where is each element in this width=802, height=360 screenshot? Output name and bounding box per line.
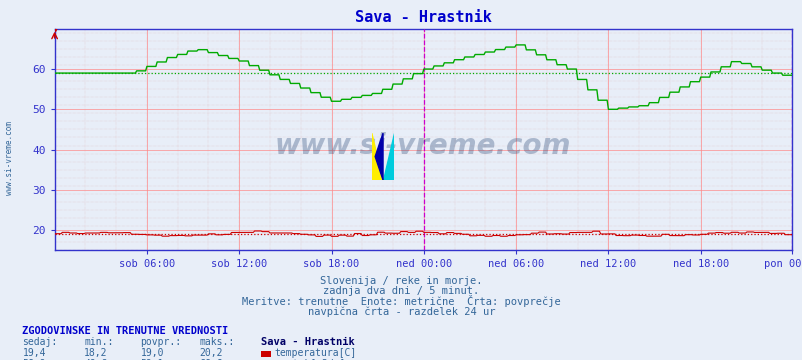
Text: 18,2: 18,2 [84,348,107,358]
Text: temperatura[C]: temperatura[C] [274,348,356,358]
Text: 66,6: 66,6 [199,359,222,360]
Text: ZGODOVINSKE IN TRENUTNE VREDNOSTI: ZGODOVINSKE IN TRENUTNE VREDNOSTI [22,326,229,336]
Polygon shape [383,133,394,180]
Polygon shape [375,133,383,180]
Text: 49,8: 49,8 [84,359,107,360]
Text: povpr.:: povpr.: [140,337,181,347]
Text: sedaj:: sedaj: [22,337,58,347]
Text: 20,2: 20,2 [199,348,222,358]
Text: maks.:: maks.: [199,337,234,347]
Text: Slovenija / reke in morje.: Slovenija / reke in morje. [320,276,482,287]
Text: pretok[m3/s]: pretok[m3/s] [274,359,345,360]
Text: 59,1: 59,1 [140,359,164,360]
Text: Meritve: trenutne  Enote: metrične  Črta: povprečje: Meritve: trenutne Enote: metrične Črta: … [242,294,560,307]
Text: min.:: min.: [84,337,114,347]
Title: Sava - Hrastnik: Sava - Hrastnik [354,10,491,25]
Text: zadnja dva dni / 5 minut.: zadnja dva dni / 5 minut. [323,287,479,297]
Text: www.si-vreme.com: www.si-vreme.com [274,132,571,160]
Text: Sava - Hrastnik: Sava - Hrastnik [261,337,354,347]
Text: 19,0: 19,0 [140,348,164,358]
Text: www.si-vreme.com: www.si-vreme.com [5,121,14,195]
Text: navpična črta - razdelek 24 ur: navpična črta - razdelek 24 ur [307,306,495,317]
Text: 19,4: 19,4 [22,348,46,358]
Polygon shape [371,133,383,180]
Text: 56,9: 56,9 [22,359,46,360]
